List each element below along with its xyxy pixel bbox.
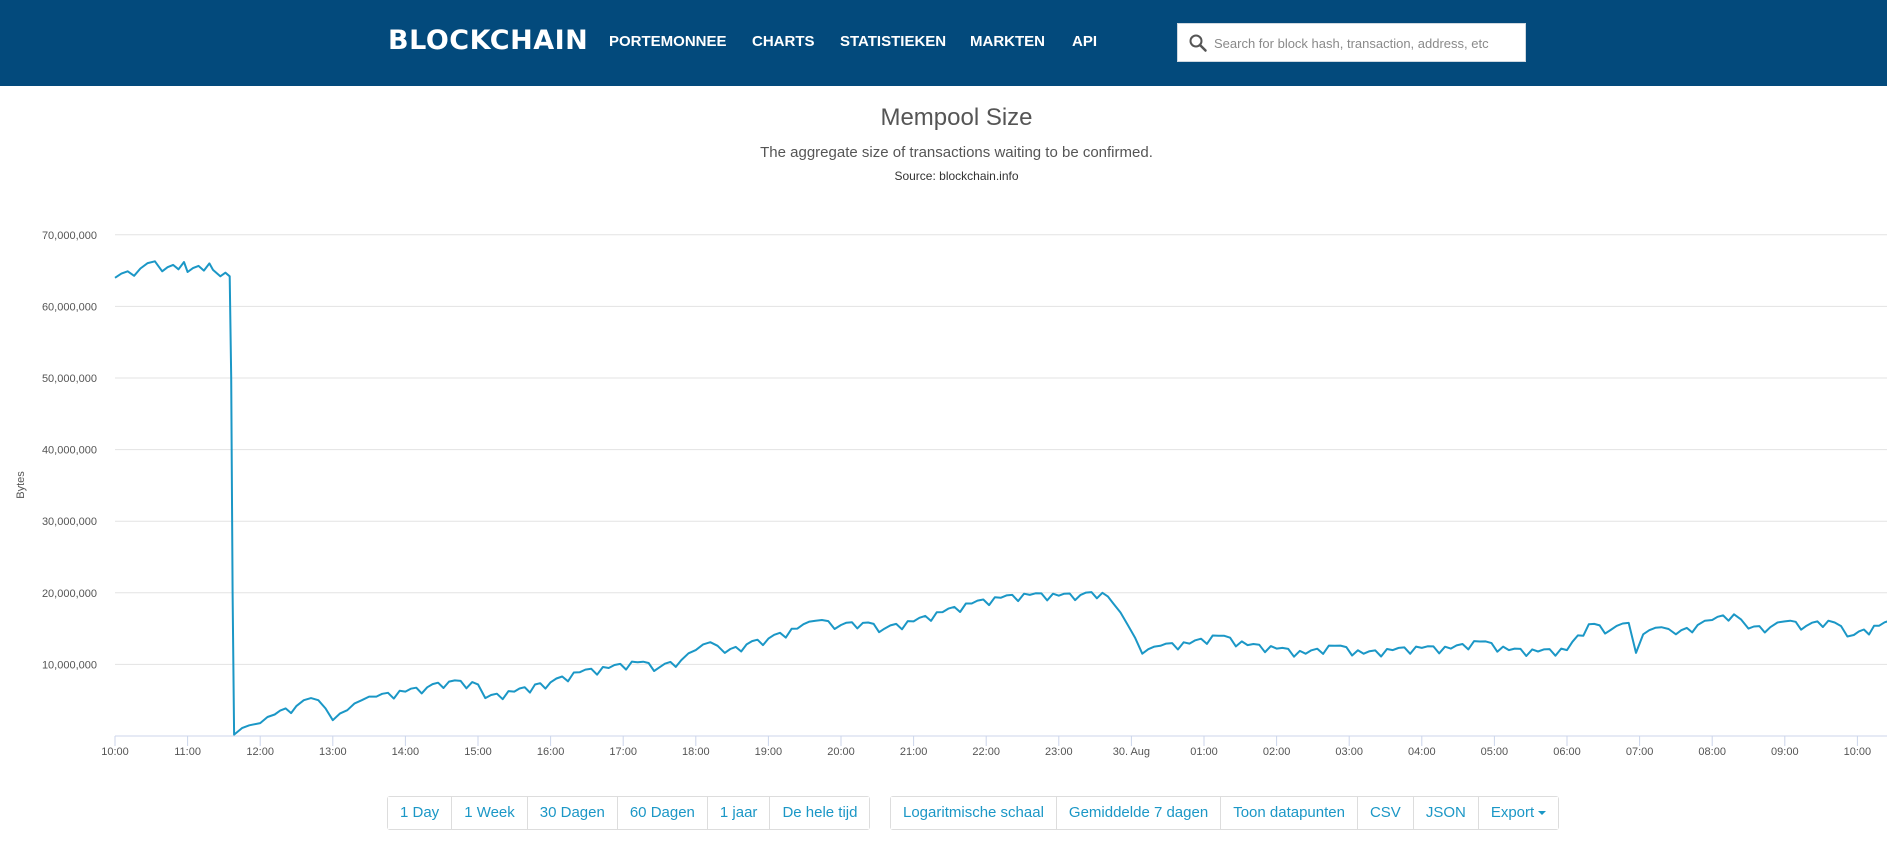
chevron-down-icon — [1538, 811, 1547, 816]
x-axis-ticks: 10:00 11:00 12:00 13:00 14:00 15:00 16:00 17:00… — [101, 736, 1871, 758]
y-axis-label: Bytes — [15, 471, 27, 499]
range-all-time-button[interactable]: De hele tijd — [769, 797, 870, 829]
x-tick-label: 08:00 — [1698, 746, 1726, 758]
x-tick-label: 13:00 — [319, 746, 347, 758]
search-box — [1177, 23, 1526, 63]
x-tick-label: 20:00 — [827, 746, 855, 758]
export-dropdown-button[interactable]: Export — [1477, 797, 1559, 829]
x-tick-label: 18:00 — [682, 746, 710, 758]
range-1-year-button[interactable]: 1 jaar — [706, 797, 770, 829]
nav-api[interactable]: API — [1072, 33, 1098, 50]
x-tick-label: 23:00 — [1045, 746, 1073, 758]
nav-markten[interactable]: MARKTEN — [970, 33, 1045, 50]
y-tick-label: 40,000,000 — [42, 445, 97, 457]
nav-charts[interactable]: CHARTS — [752, 33, 815, 50]
range-1-week-button[interactable]: 1 Week — [451, 797, 527, 829]
x-tick-label: 17:00 — [609, 746, 637, 758]
x-tick-label: 22:00 — [972, 746, 1000, 758]
x-tick-label: 12:00 — [246, 746, 274, 758]
average-7-days-button[interactable]: Gemiddelde 7 dagen — [1055, 797, 1221, 829]
chart-source: Source: blockchain.info — [894, 169, 1019, 183]
log-scale-button[interactable]: Logaritmische schaal — [891, 797, 1056, 829]
x-tick-label: 07:00 — [1626, 746, 1654, 758]
csv-button[interactable]: CSV — [1356, 797, 1413, 829]
y-axis-ticks: 10,000,000 20,000,000 30,000,000 40,000,000… — [42, 230, 97, 672]
range-button-group: 1 Day 1 Week 30 Dagen 60 Dagen 1 jaar De… — [387, 796, 871, 830]
x-tick-label: 10:00 — [101, 746, 129, 758]
y-tick-label: 30,000,000 — [42, 516, 97, 528]
x-tick-label: 14:00 — [392, 746, 420, 758]
y-tick-label: 20,000,000 — [42, 588, 97, 600]
x-tick-label: 19:00 — [755, 746, 783, 758]
x-tick-label: 04:00 — [1408, 746, 1436, 758]
y-tick-label: 50,000,000 — [42, 373, 97, 385]
chart-subtitle: The aggregate size of transactions waiti… — [760, 144, 1153, 161]
y-tick-label: 70,000,000 — [42, 230, 97, 242]
range-60-days-button[interactable]: 60 Dagen — [616, 797, 707, 829]
y-tick-label: 60,000,000 — [42, 301, 97, 313]
chart-grid — [115, 234, 1887, 737]
x-tick-label: 01:00 — [1190, 746, 1218, 758]
x-tick-label: 21:00 — [900, 746, 928, 758]
search-icon — [1189, 34, 1207, 52]
x-tick-label: 06:00 — [1553, 746, 1581, 758]
x-tick-label: 15:00 — [464, 746, 492, 758]
y-tick-label: 10,000,000 — [42, 659, 97, 671]
x-tick-label: 16:00 — [537, 746, 565, 758]
x-tick-label: 11:00 — [174, 746, 201, 758]
nav-portemonnee[interactable]: PORTEMONNEE — [609, 33, 727, 50]
x-tick-label: 05:00 — [1481, 746, 1509, 758]
brand-logo[interactable]: BLOCKCHAIN — [388, 25, 589, 56]
range-30-days-button[interactable]: 30 Dagen — [526, 797, 617, 829]
mempool-chart: 10,000,000 20,000,000 30,000,000 40,000,000… — [15, 230, 1887, 758]
x-tick-label: 10:00 — [1844, 746, 1872, 758]
search-input[interactable] — [1212, 24, 1521, 63]
range-1-day-button[interactable]: 1 Day — [388, 797, 452, 829]
export-label: Export — [1490, 804, 1535, 821]
nav-statistieken[interactable]: STATISTIEKEN — [840, 33, 947, 50]
x-tick-label: 03:00 — [1335, 746, 1363, 758]
chart-title: Mempool Size — [880, 104, 1033, 131]
top-navbar: BLOCKCHAIN PORTEMONNEE CHARTS STATISTIEK… — [0, 0, 1887, 86]
series-line — [114, 260, 1887, 736]
show-datapoints-button[interactable]: Toon datapunten — [1220, 797, 1357, 829]
x-tick-label: 30. Aug — [1113, 746, 1150, 758]
options-button-group: Logaritmische schaal Gemiddelde 7 dagen … — [890, 796, 1560, 830]
json-button[interactable]: JSON — [1412, 797, 1478, 829]
x-tick-label: 09:00 — [1771, 746, 1799, 758]
x-tick-label: 02:00 — [1263, 746, 1291, 758]
